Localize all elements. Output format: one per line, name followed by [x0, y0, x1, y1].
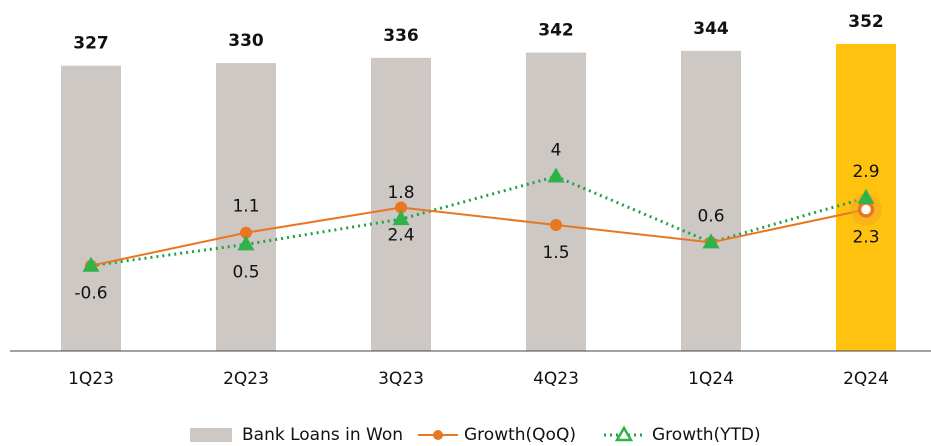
bar: [526, 52, 586, 351]
line-value-label: 0.6: [697, 206, 724, 226]
marker: [82, 256, 100, 272]
line-value-label: 1.1: [232, 197, 259, 217]
x-tick-label: 1Q23: [68, 369, 114, 389]
bar: [61, 65, 121, 351]
legend-label: Bank Loans in Won: [242, 425, 403, 445]
legend-label: Growth(YTD): [652, 425, 761, 445]
line: [90, 206, 867, 267]
bar-value-label: 327: [73, 34, 109, 54]
x-tick-label: 3Q23: [378, 369, 424, 389]
line-value-label: 1.5: [542, 243, 569, 263]
line-value-label: 0.5: [232, 262, 259, 282]
x-tick-label: 1Q24: [688, 369, 734, 389]
legend-label: Growth(QoQ): [464, 425, 576, 445]
bar: [681, 50, 741, 352]
line: [90, 174, 867, 268]
marker: [857, 201, 875, 218]
x-tick-label: 4Q23: [533, 369, 579, 389]
line-value-label: 2.4: [387, 226, 414, 246]
marker: [857, 188, 875, 204]
bar-value-label: 344: [693, 19, 729, 39]
marker: [392, 210, 410, 226]
marker: [237, 235, 255, 251]
bar-value-label: 342: [538, 21, 574, 41]
x-tick-label: 2Q23: [223, 369, 269, 389]
legend-swatch: [614, 425, 634, 442]
marker: [547, 167, 565, 183]
marker: [550, 218, 562, 231]
line-value-label: -0.6: [74, 284, 107, 304]
bar-value-label: 336: [383, 26, 419, 46]
marker: [240, 226, 252, 239]
bar-value-label: 352: [848, 12, 884, 32]
bar-value-label: 330: [228, 31, 264, 51]
line-value-label: 2.9: [852, 162, 879, 182]
line-value-label: 2.3: [852, 227, 879, 247]
marker: [702, 233, 720, 249]
line-value-label: 1.8: [387, 183, 414, 203]
bar: [216, 63, 276, 351]
legend-swatch: [433, 430, 443, 440]
x-tick-label: 2Q24: [843, 369, 889, 389]
line-value-label: 4: [551, 141, 562, 161]
marker: [395, 201, 407, 214]
legend-swatch: [190, 428, 232, 442]
